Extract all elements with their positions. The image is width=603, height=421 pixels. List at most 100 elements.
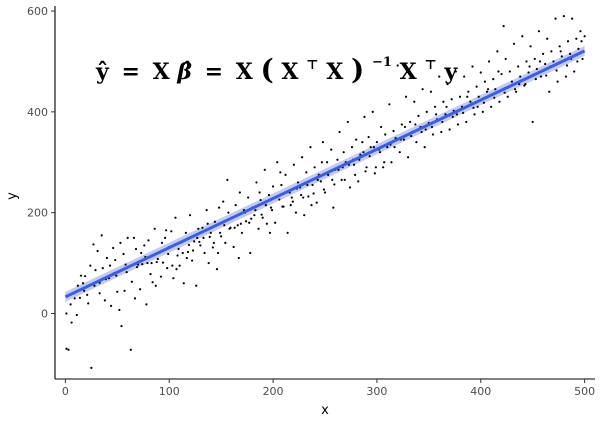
data-point [303,214,306,217]
data-point [260,213,263,216]
data-point [81,282,85,285]
data-point [577,47,580,50]
data-point [415,140,418,144]
data-point [199,244,202,247]
data-point [383,161,386,164]
data-point [510,80,514,83]
data-point [227,211,230,214]
data-point [67,348,70,351]
data-point [322,188,326,191]
data-point [477,95,480,98]
data-point [188,214,192,217]
data-point [247,196,250,199]
data-point [141,262,144,266]
data-point [312,192,315,195]
data-point [100,234,103,237]
data-point [70,321,73,324]
data-point [118,308,121,312]
data-point [527,71,530,74]
formula-yvec: y [444,59,459,85]
data-point [263,168,266,171]
data-point [316,178,319,181]
data-point [466,95,469,98]
data-point [196,236,199,239]
formula-eq2: = [205,59,223,85]
data-point [435,113,438,116]
data-point [548,90,551,93]
data-point [325,161,329,164]
formula-X3: X [281,59,299,85]
data-point [583,35,586,38]
data-point [119,241,122,245]
data-point [84,275,87,278]
data-point [390,161,393,164]
data-point [123,289,126,292]
data-point [430,125,434,129]
data-point [253,214,256,217]
data-point [336,158,339,161]
data-point [257,227,260,230]
data-point [451,115,454,118]
data-point [165,229,168,232]
data-point [301,156,304,159]
data-point [410,134,413,138]
x-tick-label: 0 [62,385,69,398]
data-point [268,231,272,234]
data-point [355,138,358,141]
data-point [467,90,470,93]
data-point [145,303,148,306]
data-point [448,128,451,131]
data-point [115,274,118,277]
data-point [400,123,403,126]
data-point [519,75,522,78]
data-point [207,261,210,265]
data-point [498,100,501,103]
data-point [388,103,391,106]
data-point [403,125,407,129]
data-point [219,231,222,234]
data-point [209,231,212,234]
data-point [393,146,396,149]
data-point [233,226,236,229]
x-tick-label: 500 [574,385,595,398]
data-point [192,249,195,252]
data-point [109,304,113,308]
data-point [133,297,137,300]
data-point [573,70,576,73]
data-point [280,183,283,187]
data-point [512,42,516,45]
data-point [166,267,169,270]
data-point [224,241,227,245]
data-point [486,88,490,91]
data-point [313,166,316,169]
data-point [175,268,178,271]
x-tick-label: 400 [470,385,491,398]
data-point [122,252,125,256]
data-point [354,173,357,176]
data-point [290,196,293,199]
data-point [216,251,220,255]
data-point [239,222,242,225]
data-point [114,258,117,262]
data-point [446,83,449,86]
data-point [321,140,325,144]
formula-X5: X [400,59,418,85]
data-point [396,64,399,67]
data-point [203,251,206,255]
data-point [365,166,368,169]
data-point [205,209,208,212]
data-point [580,40,583,43]
data-point [529,45,532,48]
formula-inverse: −1 [372,55,392,70]
data-point [258,191,261,194]
data-point [307,195,310,198]
data-point [234,204,237,207]
data-point [504,57,507,61]
axes [54,6,595,380]
data-point [462,111,465,114]
data-point [445,105,448,108]
data-point [537,30,541,33]
data-point [368,155,371,158]
data-point [406,156,410,159]
